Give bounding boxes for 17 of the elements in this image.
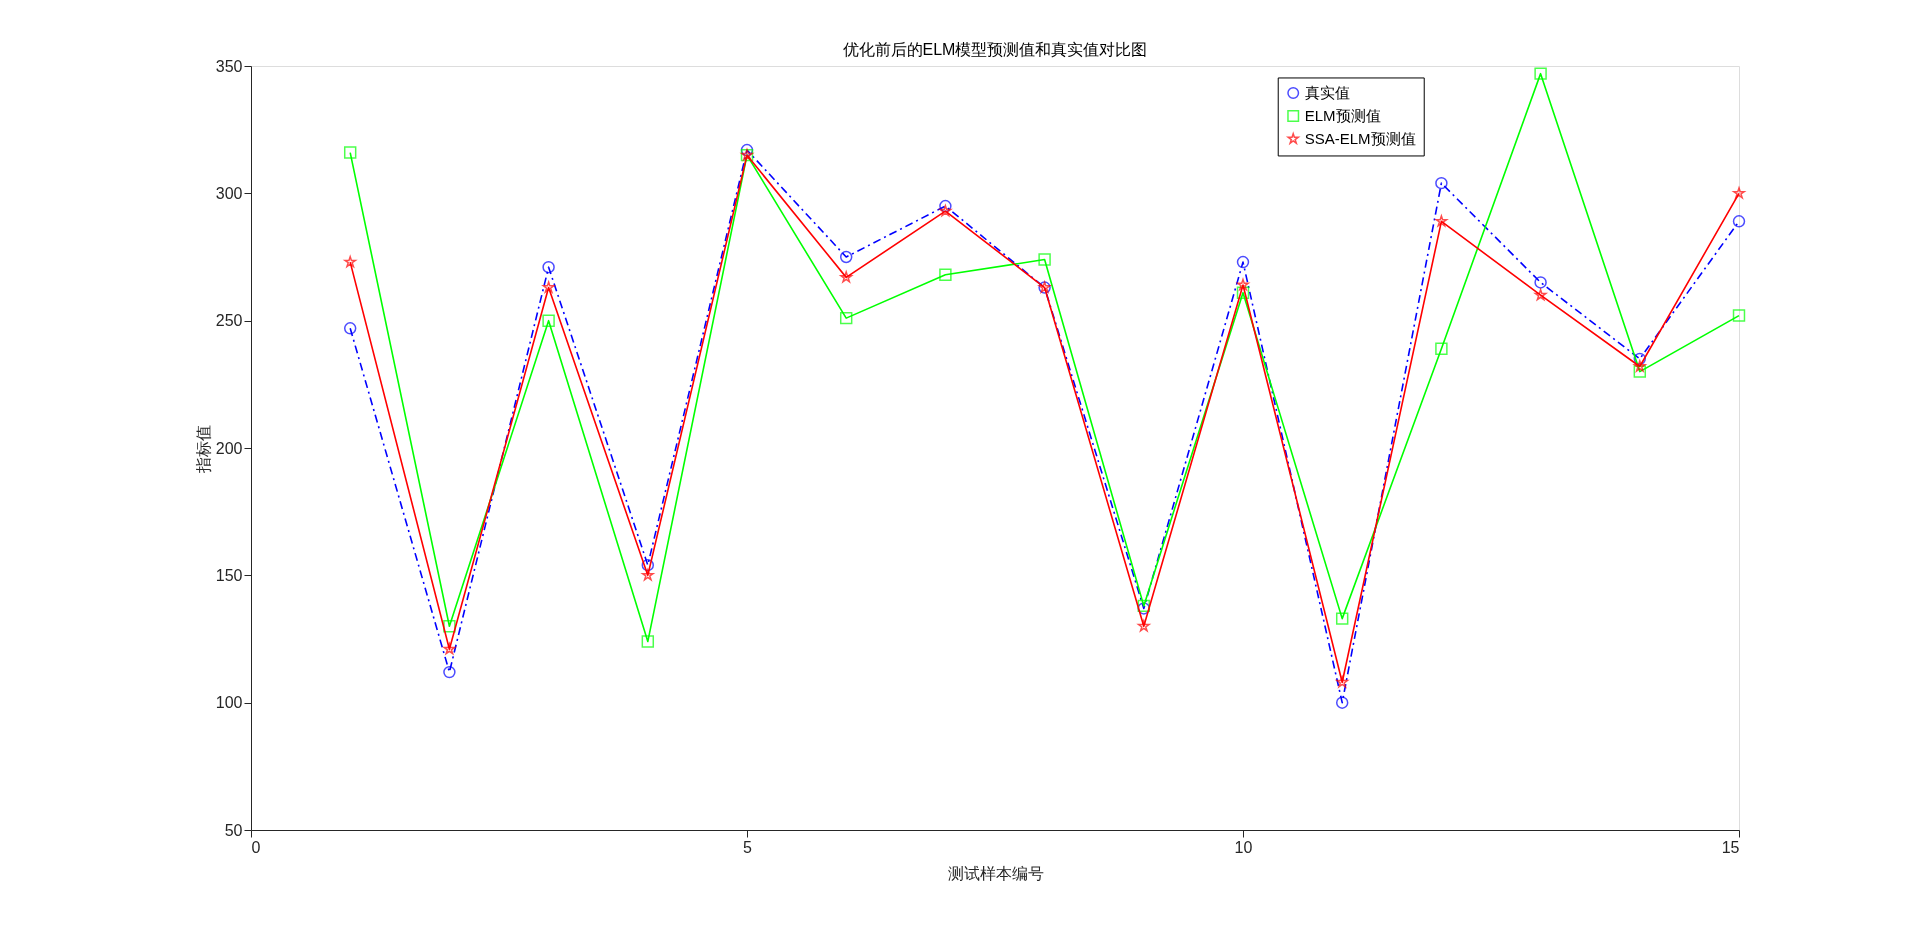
legend-label: 真实值 — [1304, 83, 1350, 101]
y-tick-label: 100 — [215, 694, 243, 712]
legend-label: SSA-ELM预测值 — [1304, 129, 1416, 147]
x-tick-label: 5 — [743, 838, 753, 856]
y-tick-label: 350 — [215, 57, 243, 75]
chart-title: 优化前后的ELM模型预测值和真实值对比图 — [842, 41, 1148, 58]
y-tick-label: 300 — [215, 184, 243, 202]
x-tick-label: 10 — [1234, 838, 1253, 856]
x-axis-title: 测试样本编号 — [947, 864, 1044, 882]
x-tick-label: 15 — [1721, 838, 1740, 856]
y-tick-label: 200 — [215, 439, 243, 457]
x-tick-label: 0 — [251, 838, 261, 856]
y-tick-label: 250 — [215, 312, 243, 330]
y-tick-label: 150 — [215, 566, 243, 584]
legend-label: ELM预测值 — [1304, 106, 1381, 124]
y-tick-label: 50 — [224, 821, 243, 839]
y-axis-title: 指标值 — [194, 424, 212, 474]
